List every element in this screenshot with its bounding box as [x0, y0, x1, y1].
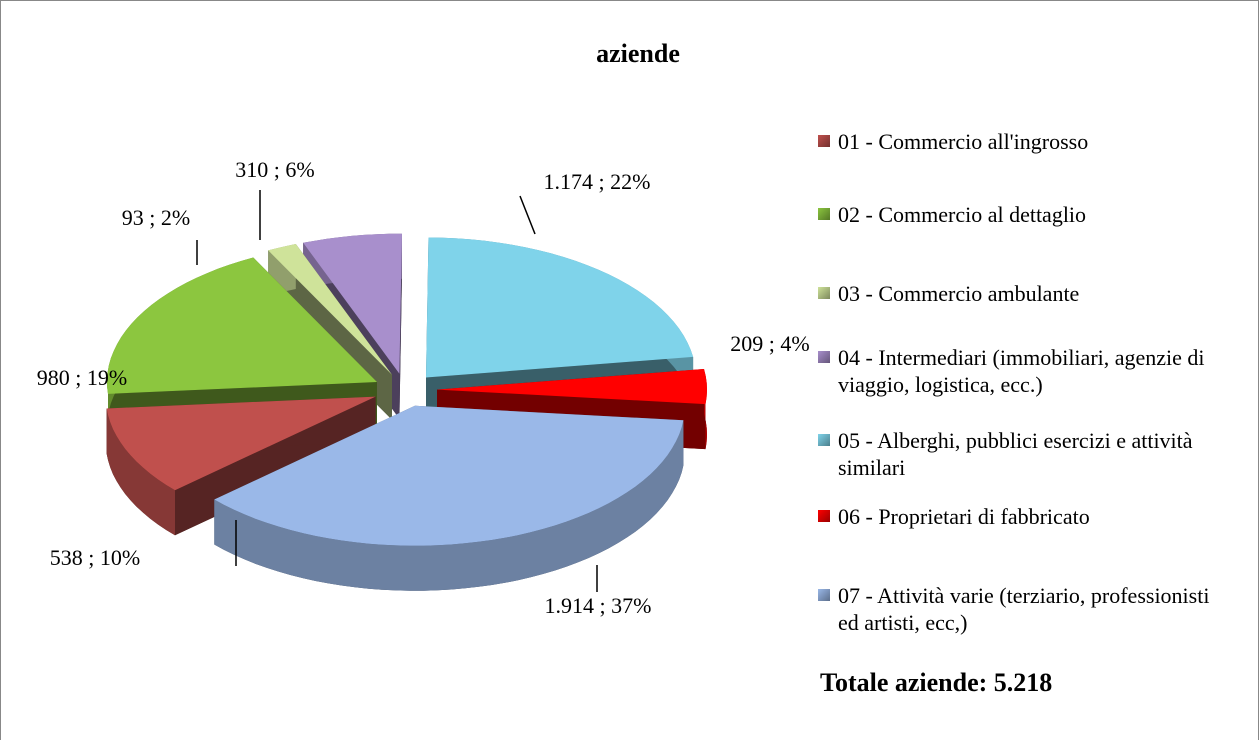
legend-label: 03 - Commercio ambulante	[838, 281, 1080, 306]
legend-label: 05 - Alberghi, pubblici esercizi e attiv…	[838, 428, 1193, 480]
data-label: 538 ; 10%	[50, 545, 140, 570]
slice-wall	[399, 233, 402, 419]
slice-side	[214, 420, 684, 591]
slice-top	[437, 369, 707, 405]
slice-side	[106, 408, 175, 536]
data-label: 209 ; 4%	[730, 331, 809, 356]
legend-swatch	[818, 287, 830, 299]
total-annotation: Totale aziende: 5.218	[820, 668, 1053, 697]
data-label: 1.174 ; 22%	[544, 169, 651, 194]
legend-swatch	[818, 208, 830, 220]
legend-label: 02 - Commercio al dettaglio	[838, 202, 1087, 227]
data-label: 93 ; 2%	[122, 205, 190, 230]
slice-top	[214, 405, 684, 546]
data-label: 1.914 ; 37%	[545, 593, 652, 618]
legend-entry: 01 - Commercio all'ingrosso	[818, 128, 1218, 155]
legend-swatch	[818, 135, 830, 147]
legend-swatch	[818, 351, 830, 363]
slice-top	[303, 233, 402, 374]
legend-label: 07 - Attività varie (terziario, professi…	[838, 583, 1210, 635]
legend-entry: 04 - Intermediari (immobiliari, agenzie …	[818, 344, 1218, 398]
leader-line	[519, 195, 536, 235]
legend-entry: 05 - Alberghi, pubblici esercizi e attiv…	[818, 427, 1218, 481]
slice-top	[426, 237, 694, 378]
data-label: 310 ; 6%	[235, 157, 314, 182]
legend-label: 06 - Proprietari di fabbricato	[838, 504, 1090, 529]
legend-entry: 03 - Commercio ambulante	[818, 280, 1218, 307]
legend-entry: 02 - Commercio al dettaglio	[818, 201, 1218, 228]
legend-entry: 07 - Attività varie (terziario, professi…	[818, 582, 1218, 636]
slice-top	[107, 257, 377, 394]
data-label: 980 ; 19%	[37, 365, 127, 390]
legend-label: 01 - Commercio all'ingrosso	[838, 129, 1089, 154]
chart-title: aziende	[596, 39, 680, 68]
legend-label: 04 - Intermediari (immobiliari, agenzie …	[838, 345, 1205, 397]
legend-entry: 06 - Proprietari di fabbricato	[818, 503, 1218, 530]
slice-top	[268, 244, 392, 375]
legend-swatch	[818, 589, 830, 601]
slice-top	[106, 396, 376, 491]
pie-slice	[214, 405, 684, 591]
legend-swatch	[818, 434, 830, 446]
legend-swatch	[818, 510, 830, 522]
